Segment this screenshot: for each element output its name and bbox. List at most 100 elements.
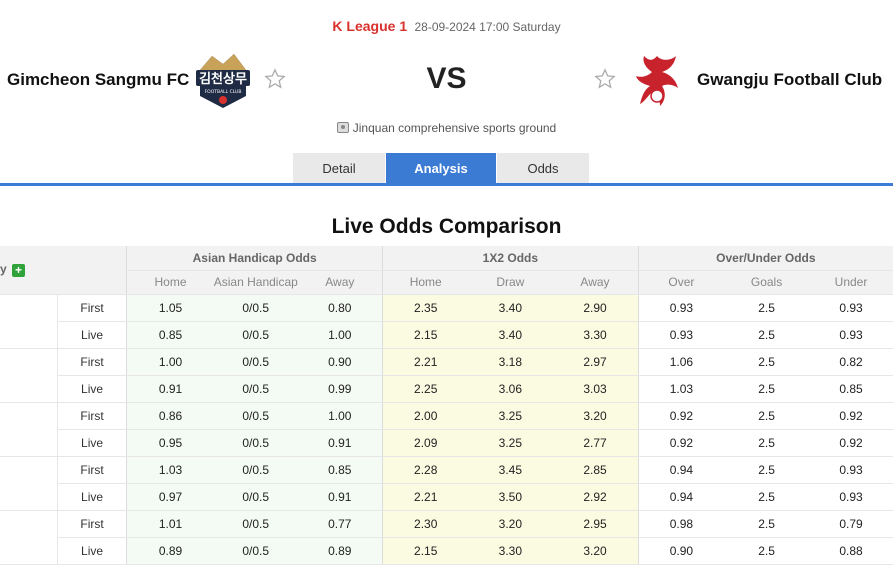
x12-odds-cell[interactable]: 3.50	[468, 483, 553, 511]
add-company-icon[interactable]: +	[12, 264, 26, 278]
company-cell[interactable]	[0, 294, 58, 349]
ah-odds-cell[interactable]: 0/0.5	[213, 294, 298, 322]
ah-odds-cell[interactable]: 0.89	[126, 537, 214, 565]
ah-odds-cell[interactable]: 0/0.5	[213, 402, 298, 430]
x12-odds-cell[interactable]: 3.20	[468, 510, 553, 538]
ah-odds-cell[interactable]: 0.85	[297, 456, 383, 484]
ou-odds-cell[interactable]: 0.90	[637, 537, 725, 565]
ou-odds-cell[interactable]: 0.93	[637, 294, 725, 322]
ah-odds-cell[interactable]: 1.00	[297, 402, 383, 430]
ah-odds-cell[interactable]: 0.89	[297, 537, 383, 565]
x12-odds-cell[interactable]: 2.77	[552, 429, 639, 457]
ou-odds-cell[interactable]: 0.92	[637, 402, 725, 430]
x12-odds-cell[interactable]: 3.45	[468, 456, 553, 484]
x12-odds-cell[interactable]: 2.09	[382, 429, 469, 457]
ou-odds-cell[interactable]: 0.79	[809, 510, 893, 538]
x12-odds-cell[interactable]: 2.15	[382, 537, 469, 565]
home-team-name[interactable]: Gimcheon Sangmu FC	[7, 70, 190, 89]
ah-odds-cell[interactable]: 0.91	[297, 429, 383, 457]
x12-odds-cell[interactable]: 3.25	[468, 402, 553, 430]
ou-odds-cell[interactable]: 2.5	[724, 456, 809, 484]
ah-odds-cell[interactable]: 0/0.5	[213, 375, 298, 403]
ou-odds-cell[interactable]: 0.98	[637, 510, 725, 538]
away-team-logo[interactable]	[632, 52, 682, 110]
ah-odds-cell[interactable]: 0/0.5	[213, 537, 298, 565]
ou-odds-cell[interactable]: 0.93	[809, 294, 893, 322]
ou-odds-cell[interactable]: 2.5	[724, 294, 809, 322]
ou-odds-cell[interactable]: 0.93	[809, 456, 893, 484]
company-cell[interactable]	[0, 402, 58, 457]
ah-odds-cell[interactable]: 0.77	[297, 510, 383, 538]
tab-detail[interactable]: Detail	[293, 153, 385, 184]
x12-odds-cell[interactable]: 2.25	[382, 375, 469, 403]
home-team-logo[interactable]: 김천상무 FOOTBALL CLUB	[192, 50, 254, 110]
x12-odds-cell[interactable]: 3.20	[552, 537, 639, 565]
ah-odds-cell[interactable]: 0.85	[126, 321, 214, 349]
ah-odds-cell[interactable]: 0.99	[297, 375, 383, 403]
x12-odds-cell[interactable]: 2.90	[552, 294, 639, 322]
ou-odds-cell[interactable]: 0.94	[637, 456, 725, 484]
ah-odds-cell[interactable]: 0.91	[297, 483, 383, 511]
ah-odds-cell[interactable]: 0/0.5	[213, 429, 298, 457]
x12-odds-cell[interactable]: 3.25	[468, 429, 553, 457]
ou-odds-cell[interactable]: 0.93	[809, 321, 893, 349]
ah-odds-cell[interactable]: 0.80	[297, 294, 383, 322]
x12-odds-cell[interactable]: 3.30	[552, 321, 639, 349]
ah-odds-cell[interactable]: 0.86	[126, 402, 214, 430]
x12-odds-cell[interactable]: 2.00	[382, 402, 469, 430]
company-cell[interactable]	[0, 348, 58, 403]
ou-odds-cell[interactable]: 0.93	[809, 483, 893, 511]
ah-odds-cell[interactable]: 1.00	[297, 321, 383, 349]
ou-odds-cell[interactable]: 0.92	[809, 429, 893, 457]
ah-odds-cell[interactable]: 1.01	[126, 510, 214, 538]
company-cell[interactable]	[0, 456, 58, 511]
x12-odds-cell[interactable]: 3.20	[552, 402, 639, 430]
ah-odds-cell[interactable]: 0/0.5	[213, 510, 298, 538]
x12-odds-cell[interactable]: 2.95	[552, 510, 639, 538]
ou-odds-cell[interactable]: 2.5	[724, 348, 809, 376]
ou-odds-cell[interactable]: 2.5	[724, 375, 809, 403]
tab-analysis[interactable]: Analysis	[386, 153, 496, 184]
ou-odds-cell[interactable]: 1.06	[637, 348, 725, 376]
ou-odds-cell[interactable]: 2.5	[724, 510, 809, 538]
company-cell[interactable]	[0, 510, 58, 565]
x12-odds-cell[interactable]: 2.28	[382, 456, 469, 484]
x12-odds-cell[interactable]: 2.85	[552, 456, 639, 484]
ou-odds-cell[interactable]: 2.5	[724, 429, 809, 457]
tab-odds[interactable]: Odds	[497, 153, 589, 184]
favorite-star-icon[interactable]	[264, 68, 286, 90]
league-name[interactable]: K League 1	[332, 18, 408, 34]
ah-odds-cell[interactable]: 0.97	[126, 483, 214, 511]
ou-odds-cell[interactable]: 2.5	[724, 537, 809, 565]
ou-odds-cell[interactable]: 0.88	[809, 537, 893, 565]
ou-odds-cell[interactable]: 2.5	[724, 483, 809, 511]
x12-odds-cell[interactable]: 2.92	[552, 483, 639, 511]
ah-odds-cell[interactable]: 0.90	[297, 348, 383, 376]
ou-odds-cell[interactable]: 0.92	[809, 402, 893, 430]
x12-odds-cell[interactable]: 3.40	[468, 321, 553, 349]
x12-odds-cell[interactable]: 2.35	[382, 294, 469, 322]
ou-odds-cell[interactable]: 2.5	[724, 321, 809, 349]
ah-odds-cell[interactable]: 1.05	[126, 294, 214, 322]
away-team-name[interactable]: Gwangju Football Club	[697, 70, 883, 89]
ou-odds-cell[interactable]: 0.92	[637, 429, 725, 457]
x12-odds-cell[interactable]: 2.97	[552, 348, 639, 376]
x12-odds-cell[interactable]: 3.40	[468, 294, 553, 322]
ou-odds-cell[interactable]: 0.85	[809, 375, 893, 403]
x12-odds-cell[interactable]: 3.06	[468, 375, 553, 403]
ah-odds-cell[interactable]: 0/0.5	[213, 456, 298, 484]
ou-odds-cell[interactable]: 0.94	[637, 483, 725, 511]
ou-odds-cell[interactable]: 1.03	[637, 375, 725, 403]
x12-odds-cell[interactable]: 2.21	[382, 483, 469, 511]
ah-odds-cell[interactable]: 0/0.5	[213, 321, 298, 349]
ah-odds-cell[interactable]: 1.00	[126, 348, 214, 376]
x12-odds-cell[interactable]: 3.03	[552, 375, 639, 403]
ah-odds-cell[interactable]: 0/0.5	[213, 483, 298, 511]
ah-odds-cell[interactable]: 0/0.5	[213, 348, 298, 376]
x12-odds-cell[interactable]: 2.21	[382, 348, 469, 376]
x12-odds-cell[interactable]: 2.30	[382, 510, 469, 538]
ou-odds-cell[interactable]: 2.5	[724, 402, 809, 430]
x12-odds-cell[interactable]: 3.18	[468, 348, 553, 376]
ah-odds-cell[interactable]: 1.03	[126, 456, 214, 484]
ou-odds-cell[interactable]: 0.93	[637, 321, 725, 349]
